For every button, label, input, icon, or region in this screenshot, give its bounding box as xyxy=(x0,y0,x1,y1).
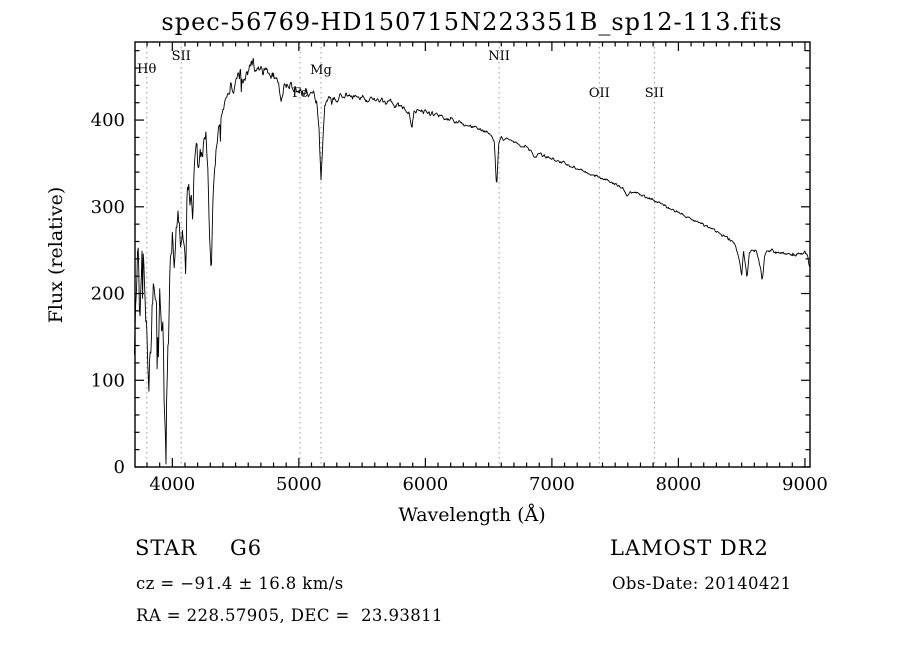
y-tick-label: 200 xyxy=(91,284,125,305)
line-label-Hθ: Hθ xyxy=(137,62,156,77)
ra-dec-value: RA = 228.57905, DEC = 23.93811 xyxy=(136,606,443,625)
x-tick-label: 7000 xyxy=(529,474,575,495)
line-label-SII: SII xyxy=(172,49,191,64)
obs-date-value: Obs-Date: 20140421 xyxy=(612,574,792,593)
chart-title: spec-56769-HD150715N223351B_sp12-113.fit… xyxy=(161,8,782,36)
x-tick-label: 5000 xyxy=(276,474,322,495)
y-tick-label: 300 xyxy=(91,197,125,218)
plot-frame xyxy=(134,41,811,468)
line-label-SII: SII xyxy=(645,86,664,101)
x-tick-label: 9000 xyxy=(782,474,828,495)
x-axis-label: Wavelength (Å) xyxy=(398,504,545,526)
y-tick-label: 100 xyxy=(91,370,125,391)
x-tick-label: 6000 xyxy=(402,474,448,495)
object-type-label: STAR xyxy=(135,536,198,560)
subclass-label: G6 xyxy=(230,536,263,560)
cz-value: cz = −91.4 ± 16.8 km/s xyxy=(136,574,344,593)
y-tick-label: 400 xyxy=(91,110,125,131)
line-label-NII: NII xyxy=(488,49,510,64)
line-label-Mg: Mg xyxy=(310,63,332,78)
y-tick-label: 0 xyxy=(114,457,125,478)
survey-label: LAMOST DR2 xyxy=(610,536,769,560)
y-axis-label: Flux (relative) xyxy=(45,187,67,324)
line-label-OII: OII xyxy=(589,86,610,101)
x-tick-label: 8000 xyxy=(656,474,702,495)
x-tick-label: 4000 xyxy=(149,474,195,495)
spectrum-line xyxy=(133,58,811,465)
